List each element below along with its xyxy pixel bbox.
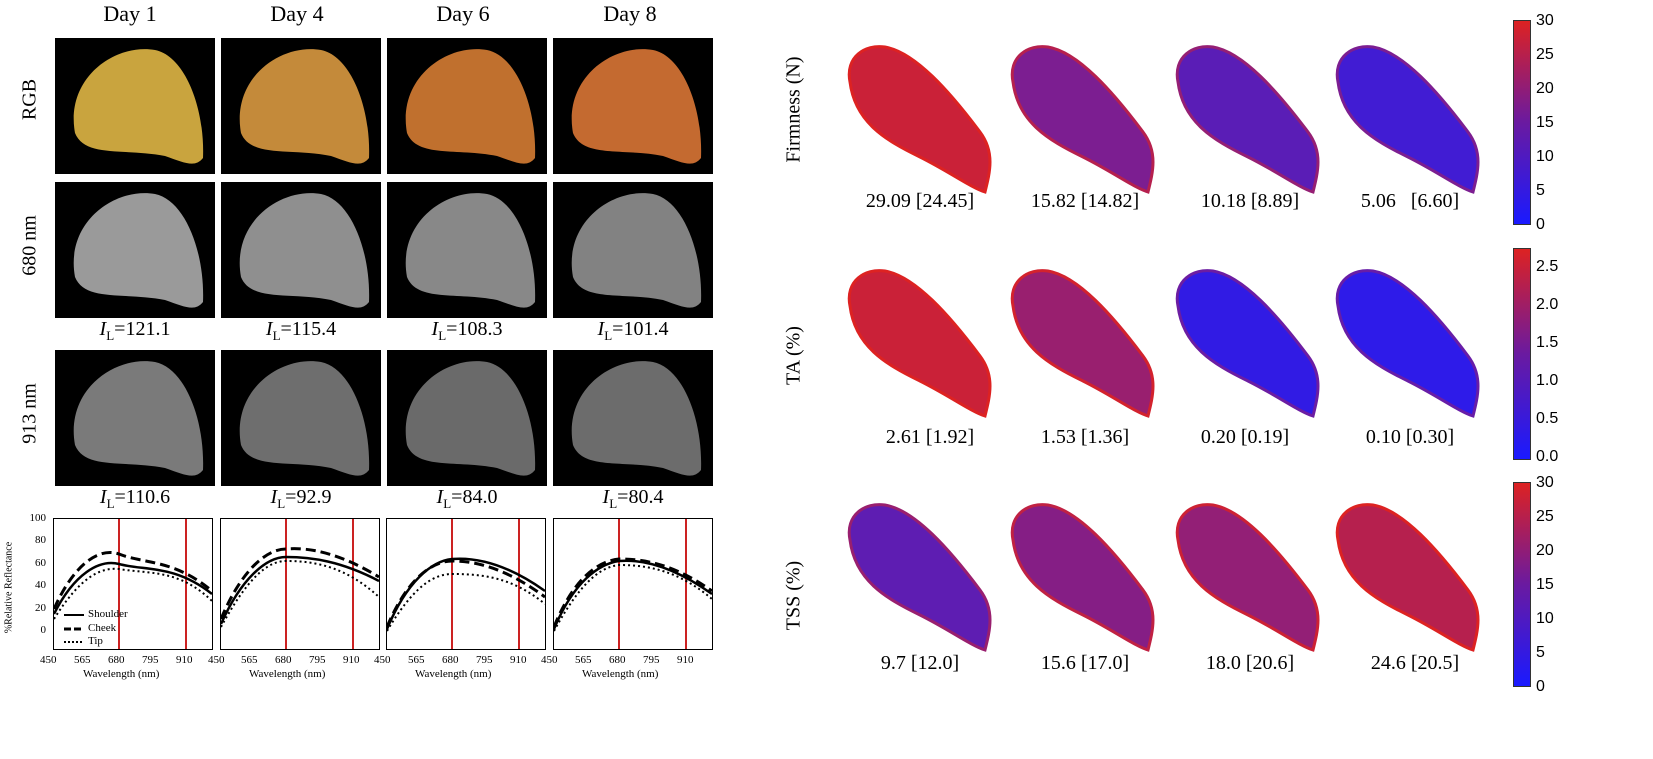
plot-xticks: 450 565 680 795 910 450 565 680 795 910 … [40, 654, 694, 666]
colorbar-firmness [1513, 20, 1531, 225]
colorbar-tss [1513, 482, 1531, 687]
map-value: 15.6 [17.0] [1040, 652, 1130, 674]
map-value: 1.53 [1.36] [1040, 426, 1130, 448]
day-header: Day 6 [436, 1, 490, 26]
nm680-image-day8 [553, 182, 713, 318]
il-913-day1: IL=110.6 [99, 486, 171, 511]
map-value: 24.6 [20.5] [1370, 652, 1460, 674]
reflectance-plot-day8 [552, 518, 713, 650]
map-value: 15.82 [14.82] [1030, 190, 1140, 212]
row-label-tss: TSS (%) [782, 560, 805, 631]
chemical-map-fruit [847, 45, 992, 194]
rgb-image-day4 [221, 38, 381, 174]
chemical-maps [840, 30, 1500, 680]
nm680-image-day4 [221, 182, 381, 318]
il-913-day6: IL=84.0 [436, 486, 498, 511]
row-label-680: 680 nm [18, 215, 41, 276]
day-header: Day 1 [103, 1, 157, 26]
chemical-map-fruit [1335, 503, 1480, 652]
rgb-image-day8 [553, 38, 713, 174]
il-913-day4: IL=92.9 [270, 486, 332, 511]
nm913-image-day1 [55, 350, 215, 486]
map-value: 5.06 [6.60] [1360, 190, 1460, 212]
legend-shoulder: Shoulder [88, 608, 128, 620]
day-header: Day 4 [270, 1, 324, 26]
nm913-image-day6 [387, 350, 547, 486]
colorbar-ticks-firmness: 30 25 20 15 10 5 0 [1536, 12, 1554, 233]
chemical-map-fruit [1175, 503, 1320, 652]
plot-yticks: 100 80 60 40 20 0 [29, 512, 47, 636]
colorbar-ticks-ta: 2.5 2.0 1.5 1.0 0.5 0.0 [1536, 258, 1559, 465]
reflectance-plot-day4 [219, 518, 380, 650]
nm913-image-day4 [221, 350, 381, 486]
il-913-day8: IL=80.4 [602, 486, 664, 511]
row-label-firmness: Firmness (N) [782, 56, 805, 163]
reflectance-plot-day1: Shoulder Cheek Tip [52, 518, 213, 650]
chemical-map-fruit [1175, 45, 1320, 194]
il-680-day6: IL=108.3 [431, 318, 503, 343]
map-value: 29.09 [24.45] [865, 190, 975, 212]
rgb-image-day1 [55, 38, 215, 174]
map-value: 10.18 [8.89] [1200, 190, 1300, 212]
row-label-ta: TA (%) [782, 326, 805, 385]
map-value: 0.20 [0.19] [1200, 426, 1290, 448]
chemical-map-fruit [1010, 269, 1155, 418]
il-680-day1: IL=121.1 [99, 318, 171, 343]
chemical-map-fruit [847, 503, 992, 652]
nm913-image-day8 [553, 350, 713, 486]
plot-xlabels: Wavelength (nm) Wavelength (nm) Waveleng… [83, 668, 659, 680]
row-label-rgb: RGB [18, 78, 41, 121]
day-header: Day 8 [603, 1, 657, 26]
colorbar-ticks-tss: 30 25 20 15 10 5 0 [1536, 474, 1554, 695]
nm680-image-day6 [387, 182, 547, 318]
il-680-day8: IL=101.4 [597, 318, 669, 343]
chemical-map-fruit [1175, 269, 1320, 418]
il-680-day4: IL=115.4 [265, 318, 337, 343]
chemical-map-fruit [1335, 269, 1480, 418]
rgb-image-day6 [387, 38, 547, 174]
reflectance-plot-day6 [385, 518, 546, 650]
map-value: 2.61 [1.92] [885, 426, 975, 448]
colorbar-ta [1513, 248, 1531, 460]
map-value: 9.7 [12.0] [880, 652, 960, 674]
chemical-map-fruit [847, 269, 992, 418]
legend-cheek: Cheek [88, 622, 117, 634]
map-value: 18.0 [20.6] [1205, 652, 1295, 674]
nm680-image-day1 [55, 182, 215, 318]
chemical-map-grid [847, 45, 1480, 652]
chemical-map-fruit [1010, 45, 1155, 194]
plot-ylabel: %Relative Reflectance [3, 541, 15, 634]
chemical-map-fruit [1335, 45, 1480, 194]
row-label-913: 913 nm [18, 383, 41, 444]
legend-tip: Tip [88, 635, 103, 647]
map-value: 0.10 [0.30] [1365, 426, 1455, 448]
chemical-map-fruit [1010, 503, 1155, 652]
